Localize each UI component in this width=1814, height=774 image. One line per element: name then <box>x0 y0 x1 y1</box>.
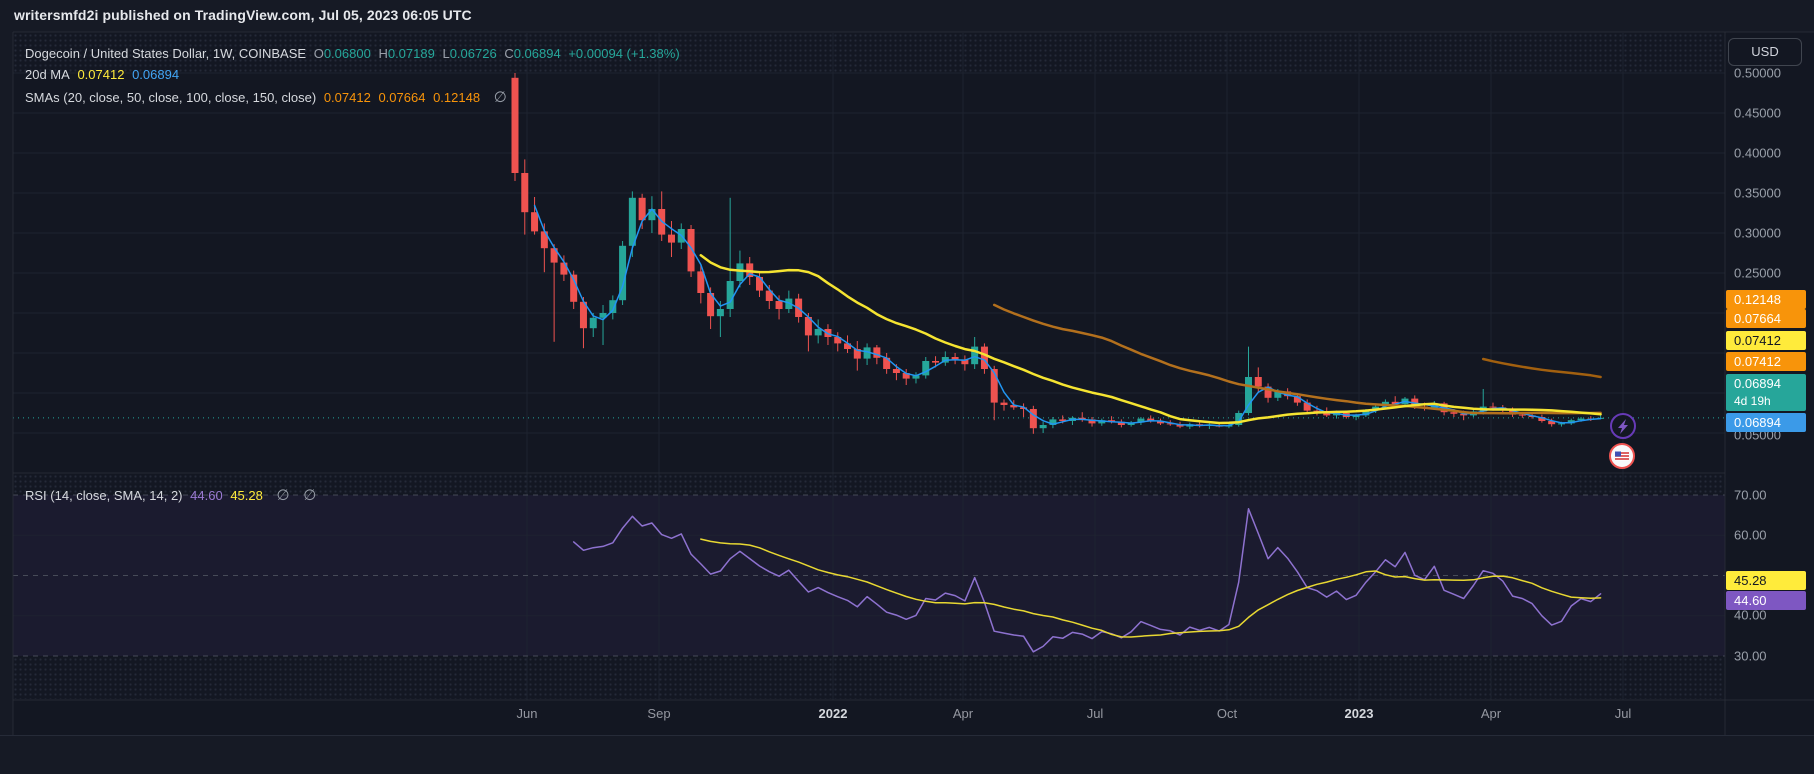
smas-legend-row: SMAs (20, close, 50, close, 100, close, … <box>25 88 511 106</box>
rsi-badge: 44.60 <box>1726 591 1806 610</box>
price-tick-label: 0.45000 <box>1734 105 1781 121</box>
candlestick-series <box>511 73 1605 434</box>
sma100-line <box>1481 357 1602 379</box>
rsi-ma-value: 45.28 <box>230 488 263 503</box>
publish-caption: writersmfd2i published on TradingView.co… <box>14 7 472 23</box>
rsi-legend-row: RSI (14, close, SMA, 14, 2) 44.60 45.28 … <box>25 486 320 504</box>
rsi-tick-label: 30.00 <box>1734 648 1767 664</box>
us-flag-marker[interactable] <box>1609 443 1635 469</box>
time-label-oct: Oct <box>1216 706 1238 721</box>
ma-blue-badge: 0.06894 <box>1726 413 1806 432</box>
sma20-badge: 0.07412 <box>1726 352 1806 371</box>
ma20-yellow-badge: 0.07412 <box>1726 331 1806 350</box>
symbol-title[interactable]: Dogecoin / United States Dollar, 1W, COI… <box>25 46 307 61</box>
rsi-label[interactable]: RSI (14, close, SMA, 14, 2) <box>25 488 183 503</box>
change-value: +0.00094 (+1.38%) <box>568 46 680 61</box>
low-label: L <box>442 46 450 61</box>
symbol-legend-row: Dogecoin / United States Dollar, 1W, COI… <box>25 46 684 61</box>
close-label: C <box>504 46 514 61</box>
rsi-line <box>572 508 1602 653</box>
open-label: O <box>313 46 324 61</box>
time-label-sep: Sep <box>647 706 671 721</box>
currency-usd-button[interactable]: USD <box>1728 38 1802 66</box>
high-label: H <box>378 46 388 61</box>
close-value: 0.06894 <box>513 46 561 61</box>
high-value: 0.07189 <box>387 46 435 61</box>
price-pane-top-texture <box>13 33 1725 73</box>
time-label-jul: Jul <box>1086 706 1104 721</box>
bar-countdown: 4d 19h <box>1734 394 1771 408</box>
sma20-value: 0.07412 <box>323 90 371 105</box>
low-value: 0.06726 <box>449 46 497 61</box>
price-tick-label: 0.30000 <box>1734 225 1781 241</box>
rsi-overbought-texture <box>13 474 1725 495</box>
rsi-band-fill <box>13 495 1725 656</box>
rsi-tick-label: 40.00 <box>1734 607 1767 623</box>
rsi-tick-label: 70.00 <box>1734 487 1767 503</box>
sma50-value: 0.07664 <box>378 90 426 105</box>
price-tick-label: 0.35000 <box>1734 185 1781 201</box>
price-tick-label: 0.40000 <box>1734 145 1781 161</box>
ma20-label[interactable]: 20d MA <box>25 67 70 82</box>
rsi-value: 44.60 <box>190 488 223 503</box>
time-label-jul: Jul <box>1614 706 1632 721</box>
rsi-tick-label: 60.00 <box>1734 527 1767 543</box>
sma100-value: 0.12148 <box>433 90 481 105</box>
time-label-2022: 2022 <box>818 706 848 721</box>
price-tick-label: 0.25000 <box>1734 265 1781 281</box>
gridlines <box>13 33 1725 700</box>
time-label-2023: 2023 <box>1344 706 1374 721</box>
time-label-apr: Apr <box>952 706 974 721</box>
rsi-ma-line <box>700 538 1602 638</box>
ma20-blue-value: 0.06894 <box>132 67 180 82</box>
sma50-badge: 0.07664 <box>1726 309 1806 328</box>
lightning-marker[interactable] <box>1610 413 1636 439</box>
smas-label[interactable]: SMAs (20, close, 50, close, 100, close, … <box>25 90 317 105</box>
bottom-strip: TradingView <box>0 735 1814 774</box>
rsi-hidden-icon-2[interactable]: ∅ <box>303 487 317 504</box>
sma50-line <box>992 303 1602 415</box>
rsi-hidden-icon-1[interactable]: ∅ <box>276 487 290 504</box>
panel-borders <box>12 31 1814 735</box>
sma20-line <box>699 254 1602 425</box>
time-label-jun: Jun <box>516 706 538 721</box>
open-value: 0.06800 <box>323 46 371 61</box>
time-label-apr: Apr <box>1480 706 1502 721</box>
ma20-yellow-value: 0.07412 <box>77 67 125 82</box>
hidden-series-icon[interactable]: ∅ <box>493 89 507 106</box>
rsi-ma-badge: 45.28 <box>1726 571 1806 590</box>
ma20-legend-row: 20d MA 0.07412 0.06894 <box>25 67 183 82</box>
last-price-badge: 0.06894 4d 19h <box>1726 374 1806 411</box>
rsi-oversold-texture <box>13 657 1725 699</box>
sma100-badge: 0.12148 <box>1726 290 1806 309</box>
chart-panel-background <box>13 32 1814 735</box>
price-tick-label: 0.50000 <box>1734 65 1781 81</box>
